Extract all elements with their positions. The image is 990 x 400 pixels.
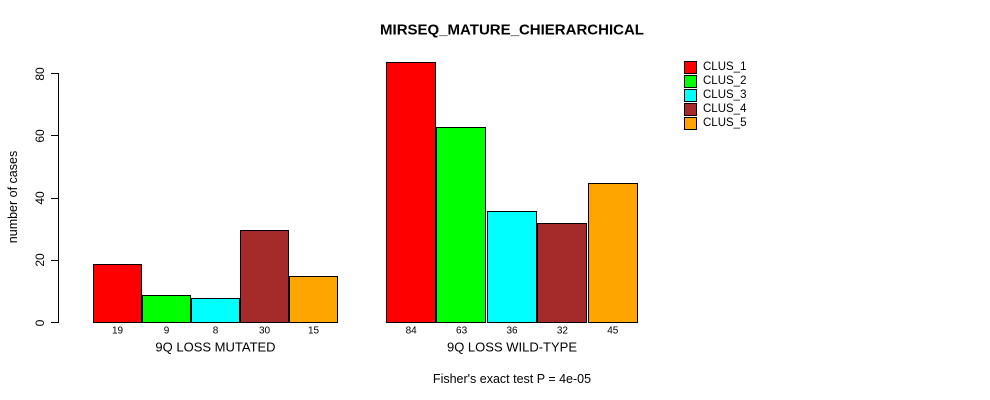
y-tick-mark-80 — [51, 73, 58, 74]
legend-label-clus_4: CLUS_4 — [703, 103, 747, 115]
bar-clus_4-group1 — [240, 230, 289, 323]
bar-value-label-clus_5-group1: 15 — [307, 325, 320, 337]
y-tick-mark-60 — [51, 135, 58, 137]
y-axis-line — [58, 73, 59, 323]
bar-value-label-clus_2-group1: 9 — [163, 325, 170, 337]
legend-item-clus_4: CLUS_4 — [684, 102, 746, 116]
bar-clus_3-group1 — [191, 298, 240, 323]
bar-value-label-clus_4-group1: 30 — [258, 325, 271, 337]
bar-clus_2-group2 — [436, 127, 486, 323]
bar-value-label-clus_1-group2: 84 — [405, 325, 417, 337]
y-axis-label: number of cases — [6, 150, 20, 244]
group-label-1: 9Q LOSS MUTATED — [155, 339, 276, 355]
legend-item-clus_1: CLUS_1 — [684, 60, 746, 74]
y-tick-label-40: 40 — [33, 191, 47, 205]
bar-clus_5-group1 — [289, 276, 338, 323]
y-tick-mark-20 — [51, 259, 58, 261]
y-tick-mark-0 — [51, 322, 58, 323]
bar-clus_1-group1 — [93, 264, 142, 323]
bar-value-label-clus_3-group2: 36 — [506, 325, 518, 337]
legend-label-clus_3: CLUS_3 — [703, 89, 747, 101]
bar-clus_3-group2 — [487, 211, 537, 323]
bar-clus_5-group2 — [588, 183, 638, 323]
bar-value-label-clus_3-group1: 8 — [212, 325, 219, 337]
y-tick-label-80: 80 — [33, 66, 47, 81]
legend-swatch-clus_2 — [684, 74, 697, 88]
legend-item-clus_3: CLUS_3 — [684, 88, 746, 102]
y-tick-label-60: 60 — [33, 129, 47, 143]
legend-swatch-clus_4 — [684, 102, 697, 116]
legend-swatch-clus_1 — [684, 60, 697, 74]
legend-label-clus_1: CLUS_1 — [703, 61, 747, 73]
bar-value-label-clus_4-group2: 32 — [556, 325, 568, 337]
bar-clus_1-group2 — [386, 62, 436, 323]
bar-clus_2-group1 — [142, 295, 191, 323]
annotation-text: Fisher's exact test P = 4e-05 — [432, 372, 592, 386]
legend: CLUS_1 CLUS_2 CLUS_3 CLUS_4 CLUS_5 — [684, 60, 746, 130]
y-tick-mark-40 — [51, 197, 58, 199]
legend-swatch-clus_5 — [684, 116, 697, 130]
bar-value-label-clus_5-group2: 45 — [607, 325, 619, 337]
y-tick-label-0: 0 — [33, 319, 47, 326]
legend-item-clus_2: CLUS_2 — [684, 74, 746, 88]
bar-clus_4-group2 — [537, 223, 587, 323]
bar-value-label-clus_2-group2: 63 — [456, 325, 468, 337]
group-label-2: 9Q LOSS WILD-TYPE — [446, 339, 578, 355]
legend-swatch-clus_3 — [684, 88, 697, 102]
legend-label-clus_5: CLUS_5 — [703, 117, 747, 129]
chart-title: MIRSEQ_MATURE_CHIERARCHICAL — [380, 21, 644, 39]
legend-item-clus_5: CLUS_5 — [684, 116, 746, 130]
bar-value-label-clus_1-group1: 19 — [111, 325, 124, 337]
y-tick-label-20: 20 — [33, 253, 47, 267]
legend-label-clus_2: CLUS_2 — [703, 75, 747, 87]
